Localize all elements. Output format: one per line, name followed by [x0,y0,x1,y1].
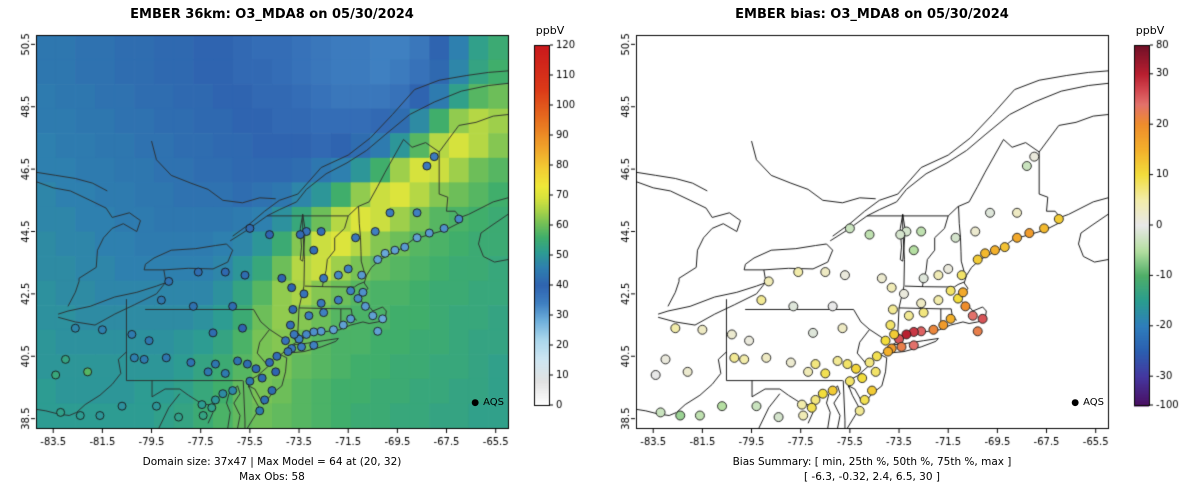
model-map-canvas [0,0,600,452]
left-panel-title: EMBER 36km: O3_MDA8 on 05/30/2024 [130,7,414,22]
bias-map-panel: EMBER bias: O3_MDA8 on 05/30/2024 ppbV ●… [600,0,1200,502]
left-caption-domain-size: Domain size: 37x47 | Max Model = 64 at (… [142,456,402,468]
model-map-panel: EMBER 36km: O3_MDA8 on 05/30/2024 ppbV ●… [0,0,600,483]
bias-map-canvas [600,0,1200,452]
left-caption-max-obs: Max Obs: 58 [239,471,305,483]
right-panel-title: EMBER bias: O3_MDA8 on 05/30/2024 [735,7,1009,22]
right-caption-bias-summary-header: Bias Summary: [ min, 25th %, 50th %, 75t… [732,456,1012,468]
right-colorbar-unit-label: ppbV [1135,24,1165,37]
aqs-legend: ● AQS [414,397,504,408]
aqs-dot-icon: ● [471,398,480,408]
aqs-legend-label: AQS [1083,397,1104,408]
aqs-legend-label: AQS [483,397,504,408]
left-colorbar-unit-label: ppbV [535,24,565,37]
right-caption-bias-summary-values: [ -6.3, -0.32, 2.4, 6.5, 30 ] [804,471,940,483]
aqs-legend: ● AQS [1014,397,1104,408]
aqs-dot-icon: ● [1071,398,1080,408]
